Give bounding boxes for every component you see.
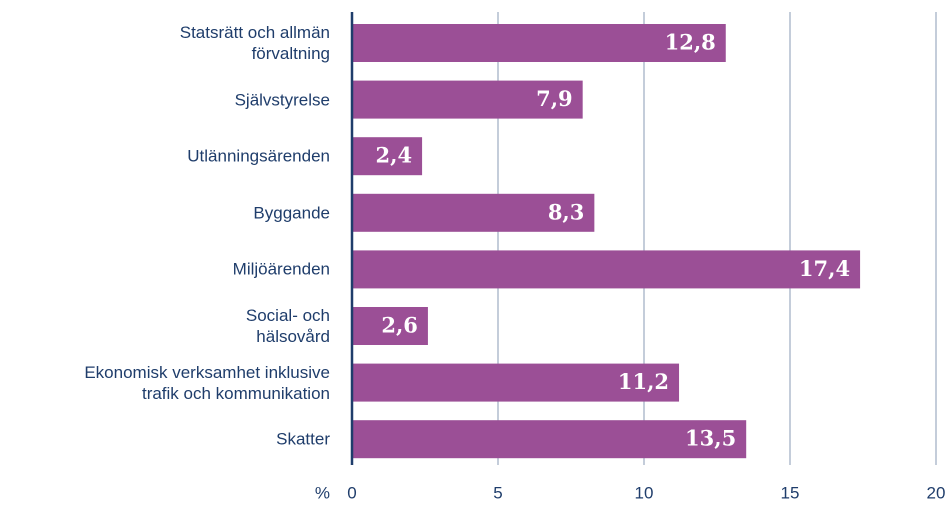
x-tick-label: 10 [635, 483, 654, 502]
bar [352, 193, 595, 232]
value-label: 13,5 [685, 426, 736, 451]
bar [352, 363, 680, 402]
category-label: Social- och hälsovård [245, 306, 330, 346]
x-axis-label: % [315, 483, 330, 502]
value-label: 11,2 [618, 369, 669, 394]
bar [352, 307, 428, 345]
value-label: 2,6 [381, 313, 418, 338]
x-tick-label: 0 [347, 483, 356, 502]
category-label: Självstyrelse [234, 90, 330, 110]
x-tick-label: 15 [781, 483, 800, 502]
x-tick-label: 5 [493, 483, 502, 502]
bar [352, 250, 861, 289]
value-label: 8,3 [548, 199, 585, 224]
category-label: Statsrätt och allmän förvaltning [179, 23, 330, 63]
category-label: Miljöärenden [232, 259, 330, 279]
value-label: 2,4 [376, 143, 413, 168]
value-label: 12,8 [665, 30, 716, 55]
bar [352, 80, 583, 119]
bar [352, 137, 423, 176]
x-tick-label: 20 [927, 483, 946, 502]
bar [352, 420, 747, 459]
category-label: Byggande [253, 203, 330, 223]
category-label: Utlänningsärenden [187, 146, 330, 166]
bar [352, 24, 726, 62]
category-label: Skatter [276, 429, 330, 449]
category-label: Ekonomisk verksamhet inklusive trafik oc… [84, 362, 330, 403]
value-label: 7,9 [536, 86, 573, 111]
value-label: 17,4 [799, 256, 850, 281]
